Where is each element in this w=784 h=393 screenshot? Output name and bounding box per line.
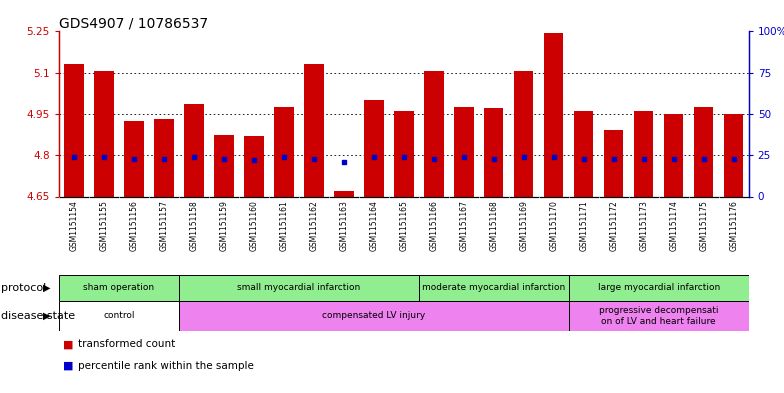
Bar <box>124 121 143 196</box>
Text: control: control <box>103 312 135 320</box>
Text: percentile rank within the sample: percentile rank within the sample <box>78 361 254 371</box>
Bar <box>274 107 293 196</box>
Text: GSM1151169: GSM1151169 <box>519 200 528 251</box>
Bar <box>568 275 749 301</box>
Bar <box>154 119 173 196</box>
Bar <box>634 111 654 196</box>
Text: GSM1151166: GSM1151166 <box>430 200 438 251</box>
Text: GSM1151172: GSM1151172 <box>609 200 619 251</box>
Text: GSM1151175: GSM1151175 <box>699 200 708 251</box>
Bar <box>334 191 354 196</box>
Bar <box>724 114 743 196</box>
Text: ▶: ▶ <box>43 311 51 321</box>
Text: GSM1151168: GSM1151168 <box>489 200 499 251</box>
Bar <box>568 301 749 331</box>
Text: ■: ■ <box>63 361 73 371</box>
Bar <box>214 135 234 196</box>
Text: GDS4907 / 10786537: GDS4907 / 10786537 <box>59 16 208 30</box>
Text: GSM1151164: GSM1151164 <box>369 200 378 251</box>
Text: ■: ■ <box>63 339 73 349</box>
Text: GSM1151165: GSM1151165 <box>399 200 408 251</box>
Bar <box>694 107 713 196</box>
Text: GSM1151176: GSM1151176 <box>729 200 739 251</box>
Bar <box>94 71 114 196</box>
Bar <box>304 64 324 196</box>
Text: GSM1151167: GSM1151167 <box>459 200 468 251</box>
Text: progressive decompensati
on of LV and heart failure: progressive decompensati on of LV and he… <box>599 306 718 326</box>
Text: large myocardial infarction: large myocardial infarction <box>597 283 720 292</box>
Text: GSM1151159: GSM1151159 <box>220 200 228 251</box>
Bar <box>394 111 413 196</box>
Text: GSM1151158: GSM1151158 <box>189 200 198 251</box>
Text: ▶: ▶ <box>43 283 51 293</box>
Text: GSM1151170: GSM1151170 <box>550 200 558 251</box>
Text: compensated LV injury: compensated LV injury <box>322 312 426 320</box>
Text: GSM1151156: GSM1151156 <box>129 200 138 251</box>
Text: protocol: protocol <box>1 283 46 293</box>
Bar <box>59 275 179 301</box>
Bar <box>64 64 84 196</box>
Text: disease state: disease state <box>1 311 75 321</box>
Bar <box>364 100 383 196</box>
Text: small myocardial infarction: small myocardial infarction <box>237 283 361 292</box>
Bar <box>179 275 419 301</box>
Bar <box>419 275 568 301</box>
Text: moderate myocardial infarction: moderate myocardial infarction <box>422 283 565 292</box>
Text: GSM1151174: GSM1151174 <box>670 200 678 251</box>
Bar <box>59 301 179 331</box>
Text: GSM1151163: GSM1151163 <box>339 200 348 251</box>
Bar <box>544 33 564 196</box>
Text: sham operation: sham operation <box>83 283 154 292</box>
Bar <box>179 301 568 331</box>
Bar <box>454 107 474 196</box>
Bar <box>424 71 444 196</box>
Bar <box>664 114 684 196</box>
Bar <box>514 71 533 196</box>
Bar <box>184 104 204 196</box>
Text: GSM1151154: GSM1151154 <box>69 200 78 251</box>
Text: GSM1151171: GSM1151171 <box>579 200 588 251</box>
Bar <box>484 108 503 196</box>
Bar <box>604 130 623 196</box>
Bar <box>244 136 263 196</box>
Text: GSM1151155: GSM1151155 <box>100 200 108 251</box>
Text: GSM1151161: GSM1151161 <box>279 200 289 251</box>
Text: GSM1151173: GSM1151173 <box>639 200 648 251</box>
Text: GSM1151157: GSM1151157 <box>159 200 169 251</box>
Bar <box>574 111 593 196</box>
Text: GSM1151160: GSM1151160 <box>249 200 258 251</box>
Text: GSM1151162: GSM1151162 <box>309 200 318 251</box>
Text: transformed count: transformed count <box>78 339 176 349</box>
